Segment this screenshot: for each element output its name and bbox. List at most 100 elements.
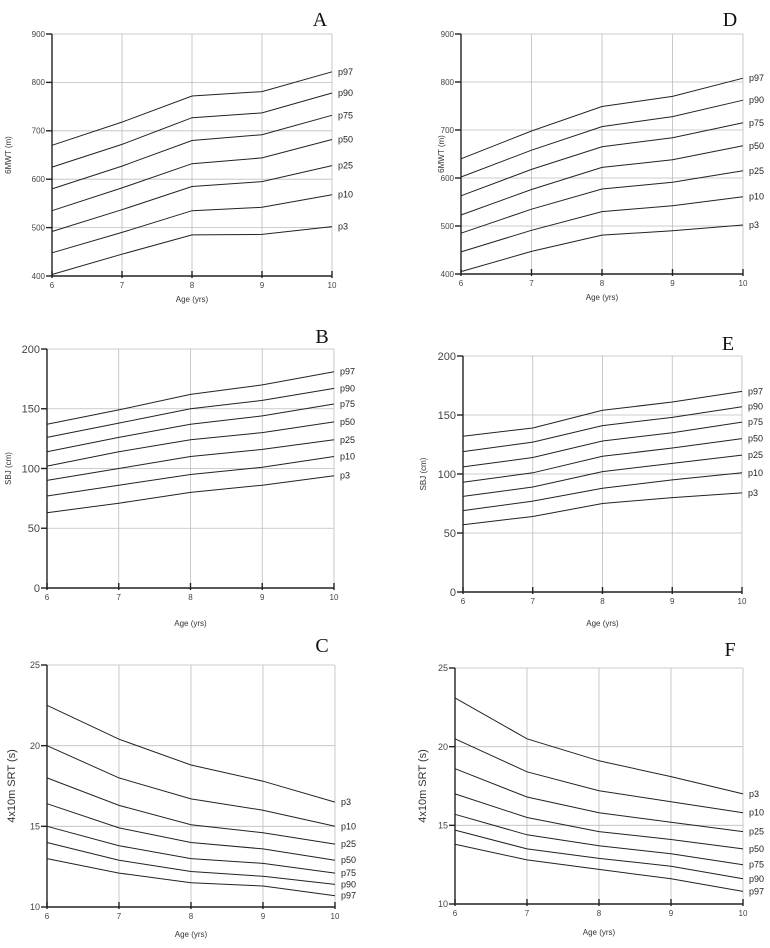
percentile-label: p3 (338, 222, 348, 232)
percentile-line-p25 (454, 768, 744, 833)
percentile-line-p75 (462, 421, 743, 468)
percentile-label: p10 (340, 452, 355, 462)
percentile-line-p50 (46, 421, 335, 467)
percentile-label: p75 (340, 399, 355, 409)
percentile-line-p97 (51, 71, 333, 146)
percentile-line-p25 (462, 454, 743, 497)
y-tick-label: 200 (438, 351, 456, 363)
x-axis-label: Age (yrs) (175, 930, 208, 939)
x-axis-label: Age (yrs) (586, 619, 619, 628)
x-tick-label: 8 (188, 593, 193, 602)
percentile-label: p97 (748, 386, 763, 396)
percentile-label: p10 (748, 468, 763, 478)
x-tick-label: 7 (525, 909, 530, 918)
percentile-line-p3 (460, 224, 744, 273)
percentile-label: p90 (749, 874, 764, 884)
percentile-label: p90 (749, 95, 764, 105)
x-axis-label: Age (yrs) (586, 293, 619, 302)
percentile-line-p75 (46, 825, 336, 874)
percentile-line-p25 (460, 170, 744, 234)
x-tick-label: 6 (459, 279, 464, 288)
x-axis-label: Age (yrs) (583, 928, 616, 937)
y-tick-label: 25 (30, 660, 40, 670)
x-tick-label: 9 (260, 281, 265, 290)
percentile-line-p25 (51, 165, 333, 232)
x-tick-label: 6 (45, 593, 50, 602)
percentile-line-p3 (454, 697, 744, 795)
y-tick-label: 400 (441, 270, 455, 279)
percentile-label: p50 (338, 135, 353, 145)
x-tick-label: 6 (50, 281, 55, 290)
percentile-line-p97 (462, 390, 743, 437)
percentile-label: p75 (338, 110, 353, 120)
percentile-label: p25 (338, 161, 353, 171)
x-tick-label: 8 (600, 279, 605, 288)
percentile-label: p97 (749, 886, 764, 896)
chart-panel-A: 6 7 8 9 10 400 500 600 700 800 900 p97 p90 p75 p50 p25 p… (4, 9, 353, 304)
x-tick-label: 8 (189, 912, 194, 921)
percentile-line-p3 (51, 226, 333, 275)
percentile-label: p90 (340, 383, 355, 393)
y-tick-label: 500 (441, 222, 455, 231)
y-tick-label: 800 (441, 78, 455, 87)
y-tick-label: 10 (30, 902, 40, 912)
x-tick-label: 9 (670, 279, 675, 288)
percentile-label: p10 (749, 192, 764, 202)
y-axis-label: 6MWT (m) (4, 136, 13, 174)
percentile-line-p10 (46, 456, 335, 497)
y-tick-label: 400 (32, 272, 46, 281)
x-tick-label: 10 (738, 597, 747, 606)
percentile-label: p75 (749, 860, 764, 870)
chart-panel-E: 6 7 8 9 10050100150200p97p90p75p50p25p10p3Ag… (419, 333, 763, 628)
percentile-label: p3 (341, 797, 351, 807)
percentile-label: p97 (341, 891, 356, 901)
percentile-label: p25 (341, 839, 356, 849)
percentile-line-p3 (46, 475, 335, 514)
percentile-line-p90 (462, 406, 743, 453)
x-tick-label: 10 (739, 909, 748, 918)
percentile-line-p10 (460, 196, 744, 253)
x-axis-label: Age (yrs) (174, 619, 207, 628)
x-tick-label: 9 (261, 912, 266, 921)
y-tick-label: 20 (438, 742, 448, 752)
x-tick-label: 6 (45, 912, 50, 921)
percentile-line-p25 (46, 777, 336, 845)
y-tick-label: 200 (22, 344, 40, 356)
percentile-label: p3 (340, 471, 350, 481)
percentile-label: p25 (340, 435, 355, 445)
y-tick-label: 20 (30, 741, 40, 751)
y-tick-label: 15 (438, 820, 448, 830)
x-tick-label: 9 (260, 593, 265, 602)
x-tick-label: 10 (739, 279, 748, 288)
percentile-label: p90 (748, 402, 763, 412)
x-tick-label: 10 (330, 593, 339, 602)
y-tick-label: 100 (438, 469, 456, 481)
percentile-line-p75 (46, 403, 335, 453)
y-tick-label: 25 (438, 663, 448, 673)
y-tick-label: 900 (441, 30, 455, 39)
panel-letter: C (315, 635, 328, 657)
percentile-label: p90 (341, 879, 356, 889)
percentile-label: p10 (749, 808, 764, 818)
x-tick-label: 7 (531, 597, 536, 606)
percentile-label: p3 (749, 789, 759, 799)
x-tick-label: 8 (190, 281, 195, 290)
x-tick-label: 10 (328, 281, 337, 290)
percentile-label: p25 (749, 827, 764, 837)
percentile-line-p3 (462, 492, 743, 526)
x-tick-label: 7 (117, 912, 122, 921)
y-tick-label: 900 (32, 30, 46, 39)
percentile-label: p75 (748, 417, 763, 427)
percentile-line-p75 (51, 114, 333, 190)
y-axis-label: 4x10m SRT (s) (417, 749, 429, 823)
x-tick-label: 7 (120, 281, 125, 290)
chart-panel-F: 6 7 8 9 10 10 15 20 25 p3 p10 p25 p50 p75 p90 p97 Age (y… (417, 639, 764, 937)
chart-panel-D: 6 7 8 9 10 400 500 600 700 800 900 p97 p90 p75 p50 p25 p… (437, 9, 764, 302)
panel-letter: D (723, 9, 737, 31)
x-tick-label: 8 (597, 909, 602, 918)
percentile-line-p50 (46, 803, 336, 861)
percentile-line-p50 (462, 438, 743, 483)
percentile-line-p10 (462, 472, 743, 512)
percentile-line-p3 (46, 704, 336, 803)
percentile-label: p50 (748, 434, 763, 444)
